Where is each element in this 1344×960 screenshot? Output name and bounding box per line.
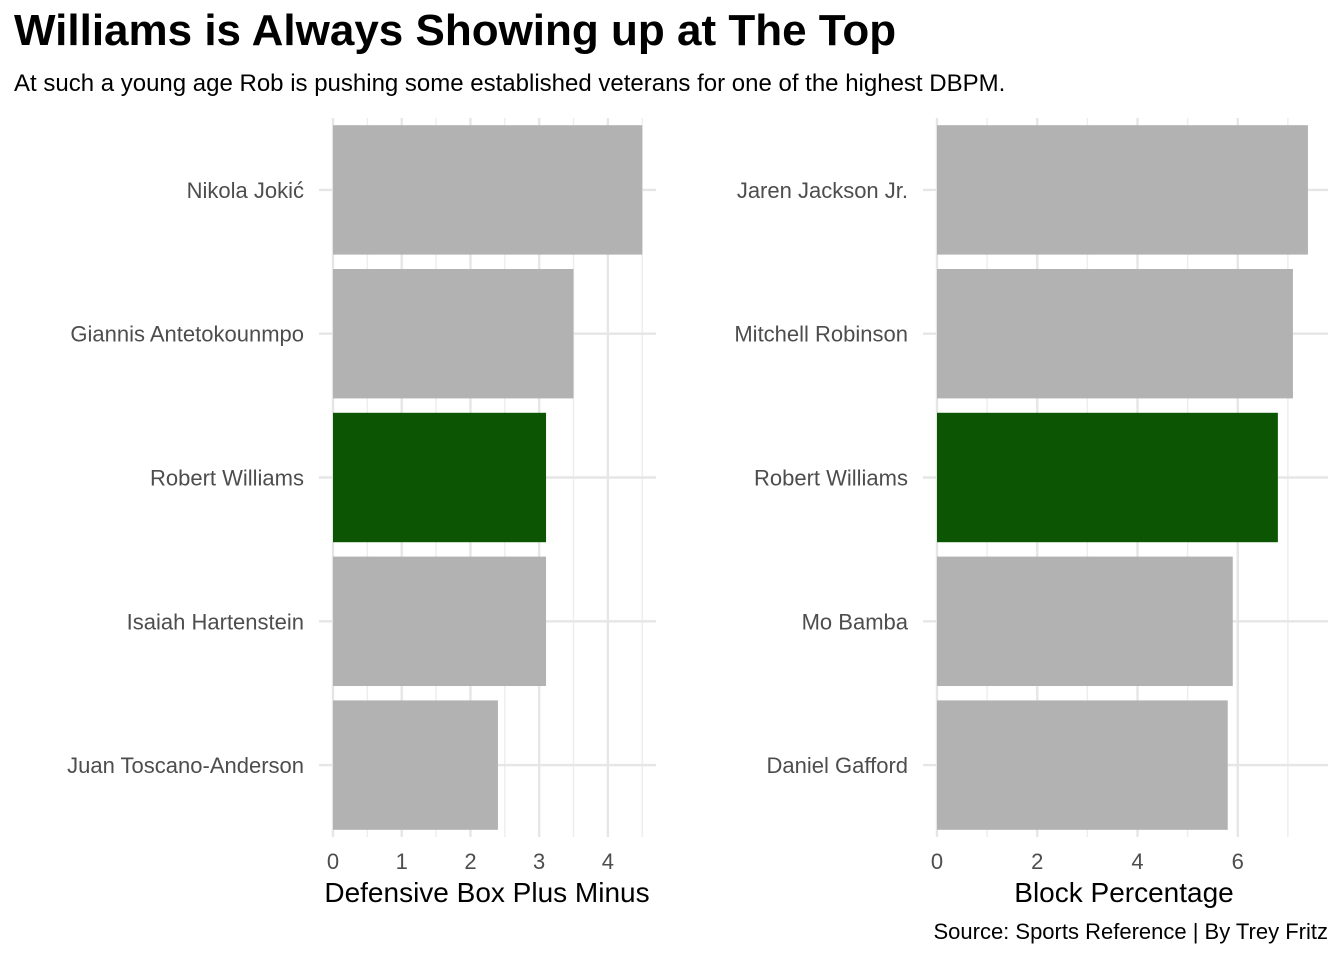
x-axis-title: Block Percentage: [1014, 877, 1233, 908]
bar-robert-williams: [333, 412, 547, 543]
bar-mo-bamba: [937, 556, 1233, 687]
tick-label: 0: [931, 849, 943, 874]
bar-giannis-antetokounmpo: [333, 268, 574, 399]
category-label: Isaiah Hartenstein: [127, 609, 304, 634]
bar-robert-williams: [937, 412, 1278, 543]
category-label: Juan Toscano-Anderson: [67, 753, 304, 778]
category-label: Jaren Jackson Jr.: [737, 178, 908, 203]
bar-nikola-joki-: [333, 125, 643, 255]
chart-subtitle: At such a young age Rob is pushing some …: [14, 70, 1006, 97]
category-label: Mo Bamba: [802, 609, 909, 634]
tick-label: 6: [1232, 849, 1244, 874]
chart-caption: Source: Sports Reference | By Trey Fritz: [933, 919, 1328, 944]
bar-juan-toscano-anderson: [333, 700, 498, 830]
tick-label: 2: [464, 849, 476, 874]
bar-isaiah-hartenstein: [333, 556, 547, 687]
tick-label: 0: [327, 849, 339, 874]
category-label: Robert Williams: [754, 466, 908, 491]
category-label: Nikola Jokić: [187, 178, 304, 203]
bar-mitchell-robinson: [937, 268, 1293, 399]
tick-label: 4: [1131, 849, 1143, 874]
bar-daniel-gafford: [937, 700, 1228, 830]
bar-jaren-jackson-jr-: [937, 125, 1308, 255]
category-label: Daniel Gafford: [767, 753, 908, 778]
category-label: Giannis Antetokounmpo: [70, 322, 304, 347]
tick-label: 3: [533, 849, 545, 874]
x-axis-title: Defensive Box Plus Minus: [324, 877, 649, 908]
tick-label: 4: [602, 849, 614, 874]
tick-label: 2: [1031, 849, 1043, 874]
category-label: Mitchell Robinson: [734, 322, 908, 347]
panel-1: Nikola Jokić Giannis Antetokounmpo Robert …: [67, 118, 656, 908]
chart-title: Williams is Always Showing up at The Top: [14, 6, 897, 55]
panel-2: Jaren Jackson Jr. Mitchell Robinson Robert…: [734, 118, 1328, 908]
tick-label: 1: [396, 849, 408, 874]
category-label: Robert Williams: [150, 466, 304, 491]
